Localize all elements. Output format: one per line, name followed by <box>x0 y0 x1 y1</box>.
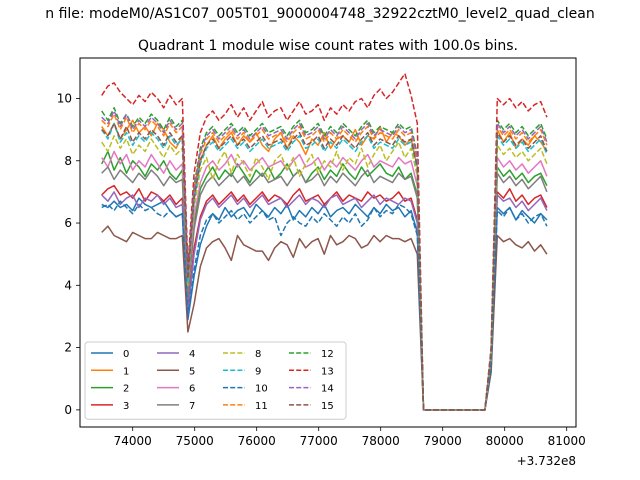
y-tick-label: 2 <box>64 341 72 355</box>
legend-label-3: 3 <box>123 401 129 412</box>
legend-label-0: 0 <box>123 349 129 360</box>
x-tick-label: 77000 <box>300 434 338 448</box>
series-lines <box>101 72 548 411</box>
y-tick-label: 10 <box>57 91 72 105</box>
x-axis: 74000 75000 76000 77000 78000 79000 80000 81000 <box>114 427 586 448</box>
legend-label-15: 15 <box>321 401 334 412</box>
legend-label-12: 12 <box>321 349 334 360</box>
legend-label-14: 14 <box>321 384 334 395</box>
y-axis: 0 2 4 6 8 10 <box>57 91 80 417</box>
series-line-8 <box>101 135 548 411</box>
x-tick-label: 76000 <box>238 434 276 448</box>
legend-label-11: 11 <box>255 401 268 412</box>
x-tick-label: 74000 <box>114 434 152 448</box>
legend-label-8: 8 <box>255 349 261 360</box>
legend-label-10: 10 <box>255 384 268 395</box>
y-tick-label: 6 <box>64 216 72 230</box>
legend-box <box>84 341 347 420</box>
x-tick-label: 75000 <box>176 434 214 448</box>
y-tick-label: 8 <box>64 154 72 168</box>
x-tick-label: 78000 <box>362 434 400 448</box>
x-tick-label: 81000 <box>548 434 586 448</box>
x-tick-label: 80000 <box>486 434 524 448</box>
y-tick-label: 4 <box>64 278 72 292</box>
plot-frame <box>79 57 577 428</box>
legend-label-5: 5 <box>189 366 195 377</box>
legend-label-6: 6 <box>189 384 195 395</box>
x-offset-label: +3.732e8 <box>517 454 576 468</box>
x-tick-label: 79000 <box>424 434 462 448</box>
chart-title: Quadrant 1 module wise count rates with … <box>138 38 518 54</box>
legend-label-1: 1 <box>123 366 129 377</box>
legend-label-9: 9 <box>255 366 261 377</box>
figure-suptitle: n file: modeM0/AS1C07_005T01_9000004748_… <box>45 6 595 22</box>
legend-label-2: 2 <box>123 384 129 395</box>
legend-label-4: 4 <box>189 349 195 360</box>
series-line-15 <box>101 122 548 411</box>
y-tick-label: 0 <box>64 403 72 417</box>
legend-label-7: 7 <box>189 401 195 412</box>
legend-label-13: 13 <box>321 366 334 377</box>
